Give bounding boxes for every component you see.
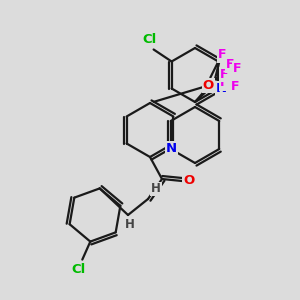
Text: F: F xyxy=(220,76,228,89)
Text: H: H xyxy=(151,182,161,196)
Text: F: F xyxy=(220,68,228,80)
Text: F: F xyxy=(233,62,241,76)
Text: N: N xyxy=(216,82,227,95)
Text: F: F xyxy=(231,80,239,92)
Text: O: O xyxy=(183,175,195,188)
Text: N: N xyxy=(166,142,177,155)
Text: H: H xyxy=(125,218,135,232)
Text: Cl: Cl xyxy=(71,263,85,276)
Text: O: O xyxy=(203,79,214,92)
Text: F: F xyxy=(218,49,226,62)
Text: F: F xyxy=(226,58,234,71)
Text: Cl: Cl xyxy=(142,33,157,46)
